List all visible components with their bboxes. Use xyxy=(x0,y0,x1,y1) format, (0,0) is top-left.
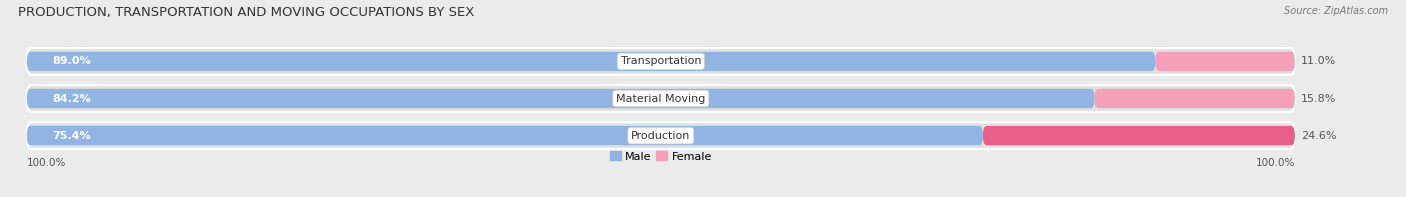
Text: Production: Production xyxy=(631,131,690,141)
FancyBboxPatch shape xyxy=(27,52,1156,71)
FancyBboxPatch shape xyxy=(27,48,1295,75)
Text: PRODUCTION, TRANSPORTATION AND MOVING OCCUPATIONS BY SEX: PRODUCTION, TRANSPORTATION AND MOVING OC… xyxy=(18,6,475,19)
Text: 89.0%: 89.0% xyxy=(52,56,91,66)
FancyBboxPatch shape xyxy=(1156,52,1295,71)
Text: 100.0%: 100.0% xyxy=(1256,158,1295,168)
Text: 75.4%: 75.4% xyxy=(52,131,91,141)
Text: 15.8%: 15.8% xyxy=(1301,94,1337,103)
Text: 84.2%: 84.2% xyxy=(52,94,91,103)
FancyBboxPatch shape xyxy=(27,126,983,145)
Legend: Male, Female: Male, Female xyxy=(605,147,717,166)
FancyBboxPatch shape xyxy=(1094,89,1295,108)
FancyBboxPatch shape xyxy=(983,126,1295,145)
Text: Transportation: Transportation xyxy=(620,56,702,66)
FancyBboxPatch shape xyxy=(27,122,1295,149)
Text: 100.0%: 100.0% xyxy=(27,158,66,168)
Text: Source: ZipAtlas.com: Source: ZipAtlas.com xyxy=(1284,6,1388,16)
Text: 11.0%: 11.0% xyxy=(1301,56,1337,66)
FancyBboxPatch shape xyxy=(27,85,1295,112)
Text: 24.6%: 24.6% xyxy=(1301,131,1337,141)
Text: Material Moving: Material Moving xyxy=(616,94,706,103)
FancyBboxPatch shape xyxy=(27,89,1094,108)
